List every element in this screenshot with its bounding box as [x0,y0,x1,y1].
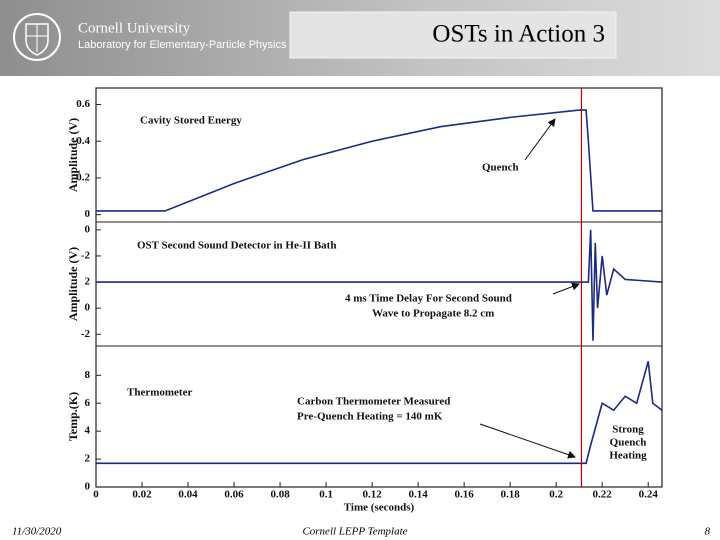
y-tick-label: 2 [85,276,91,288]
x-tick-label: 0.24 [639,489,659,501]
data-line [96,361,663,465]
y-tick-label: 0 [85,208,91,220]
y-tick-label: 6 [85,397,91,409]
page-number: 8 [705,526,711,538]
x-tick-label: 0.06 [224,489,244,501]
annotation: Heating [609,450,647,462]
annotation: Thermometer [127,387,192,399]
x-tick-label: 0.22 [593,489,613,501]
title-box [289,11,617,59]
y-tick-label: -2 [81,328,91,340]
annotation: OST Second Sound Detector in He-II Bath [137,240,336,252]
x-tick-label: 0 [93,489,99,501]
data-line [96,229,663,341]
arrow [552,282,580,295]
annotation: Carbon Thermometer Measured [297,396,450,408]
annotation: Wave to Propagate 8.2 cm [372,308,494,320]
data-line [96,109,662,212]
x-tick-label: 0.2 [549,489,563,501]
y-tick-label: 0 [85,302,91,314]
x-tick-label: 0.1 [319,489,333,501]
y-tick-label: 0 [85,481,91,493]
y-tick-label: 8 [85,369,91,381]
plot-frame [95,87,663,488]
x-tick-label: 0.08 [270,489,290,501]
logo-line: Laboratory for Elementary-Particle Physi… [78,39,287,51]
slide-title: OSTs in Action 3 [432,21,605,48]
x-tick-label: 0.16 [455,489,475,501]
annotation: Pre-Quench Heating = 140 mK [297,411,443,423]
footer-date: 11/30/2020 [12,526,62,538]
y-tick-label: 0 [85,223,91,235]
y-tick-label: 0.4 [76,135,90,147]
logo-line: Cornell University [78,20,191,36]
y-tick-label: -2 [81,249,91,261]
y-tick-label: 0.6 [76,98,90,110]
annotation: Strong [612,424,644,436]
footer-template: Cornell LEPP Template [302,526,407,538]
annotation: Quench [482,162,519,174]
x-tick-label: 0.12 [362,489,382,501]
arrow [479,423,576,459]
y-tick-label: 4 [85,425,91,437]
annotation: 4 ms Time Delay For Second Sound [345,293,512,305]
x-axis-label: Time (seconds) [344,502,415,514]
x-tick-label: 0.14 [408,489,428,501]
x-tick-label: 0.18 [501,489,521,501]
annotation: Quench [610,437,647,449]
y-axis-label: Amplitude (V) [66,118,80,192]
x-tick-label: 0.04 [178,489,198,501]
y-tick-label: 0.2 [76,171,90,183]
y-axis-label: Amplitude (V) [66,247,80,321]
annotation: Cavity Stored Energy [140,115,242,127]
arrow [524,118,556,161]
logo [13,13,61,61]
y-axis-label: Temp.(K) [66,392,80,441]
x-tick-label: 0.02 [132,489,152,501]
y-tick-label: 2 [85,453,91,465]
